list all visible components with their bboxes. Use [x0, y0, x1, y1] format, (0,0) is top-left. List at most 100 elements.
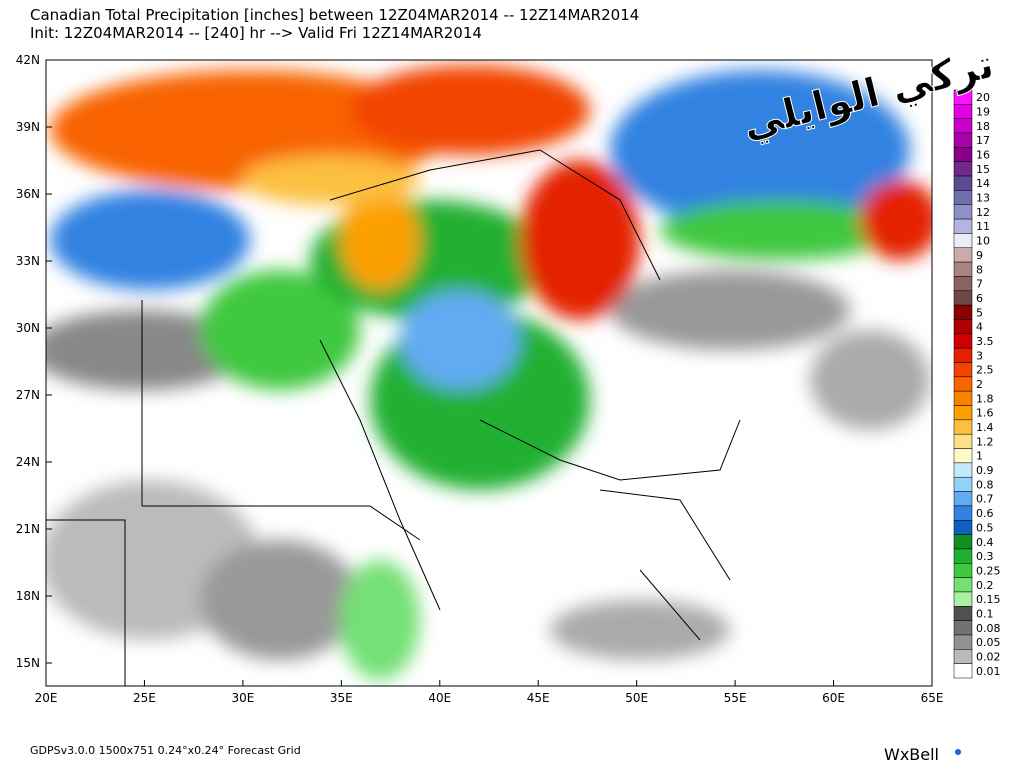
lat-label: 21N — [16, 522, 40, 536]
lat-label: 39N — [16, 120, 40, 134]
colorbar-label: 2 — [976, 378, 983, 391]
lon-label: 35E — [330, 691, 353, 705]
colorbar-label: 0.7 — [976, 493, 994, 506]
colorbar-swatch — [953, 204, 973, 220]
colorbar-swatch — [953, 290, 973, 306]
colorbar-swatch — [953, 534, 973, 550]
colorbar-swatch — [953, 132, 973, 148]
colorbar-swatch — [953, 606, 973, 621]
lat-label: 36N — [16, 187, 40, 201]
colorbar-label: 1 — [976, 450, 983, 463]
colorbar-label: 5 — [976, 306, 983, 319]
colorbar-swatch — [953, 577, 973, 593]
colorbar-label: 14 — [976, 177, 990, 190]
colorbar-label: 7 — [976, 278, 983, 291]
colorbar-swatch — [953, 519, 973, 535]
colorbar-swatch — [953, 663, 973, 679]
colorbar-swatch — [953, 548, 973, 564]
colorbar-label: 0.01 — [976, 665, 1001, 678]
lon-label: 25E — [133, 691, 156, 705]
colorbar-swatch — [953, 190, 973, 205]
brand-dot — [955, 749, 961, 755]
colorbar-label: 19 — [976, 106, 990, 119]
colorbar-swatch — [953, 362, 973, 378]
colorbar-label: 18 — [976, 120, 990, 133]
colorbar-label: 0.1 — [976, 607, 994, 620]
lon-label: 40E — [428, 691, 451, 705]
colorbar-swatch — [953, 634, 973, 650]
colorbar-label: 8 — [976, 263, 983, 276]
lat-label: 27N — [16, 388, 40, 402]
colorbar-label: 1.4 — [976, 421, 994, 434]
colorbar-label: 0.2 — [976, 579, 994, 592]
lon-label: 50E — [625, 691, 648, 705]
colorbar-swatch — [953, 147, 973, 162]
colorbar-swatch — [953, 505, 973, 521]
footer: GDPSv3.0.0 1500x751 0.24°x0.24° Forecast… — [30, 744, 301, 757]
lat-label: 15N — [16, 656, 40, 670]
colorbar-label: 20 — [976, 91, 990, 104]
colorbar-label: 10 — [976, 235, 990, 248]
colorbar-swatch — [953, 118, 973, 134]
lon-label: 55E — [724, 691, 747, 705]
colorbar-swatch — [953, 218, 973, 234]
colorbar-label: 9 — [976, 249, 983, 262]
colorbar-label: 3.5 — [976, 335, 994, 348]
title: Canadian Total Precipitation [inches] be… — [30, 6, 639, 24]
colorbar-label: 1.6 — [976, 407, 994, 420]
subtitle: Init: 12Z04MAR2014 -- [240] hr --> Valid… — [30, 24, 482, 42]
colorbar-swatch — [953, 233, 973, 249]
colorbar-label: 0.6 — [976, 507, 994, 520]
colorbar-label: 0.25 — [976, 564, 1001, 577]
colorbar-label: 0.3 — [976, 550, 994, 563]
colorbar-swatch — [953, 433, 973, 449]
colorbar-swatch — [953, 620, 973, 636]
colorbar-label: 12 — [976, 206, 990, 219]
lon-label: 30E — [231, 691, 254, 705]
lat-label: 33N — [16, 254, 40, 268]
lat-label: 24N — [16, 455, 40, 469]
colorbar-label: 2.5 — [976, 364, 994, 377]
colorbar-swatch — [953, 247, 973, 263]
colorbar-swatch — [953, 319, 973, 335]
colorbar-label: 0.08 — [976, 622, 1001, 635]
colorbar-label: 0.8 — [976, 478, 994, 491]
colorbar-swatch — [953, 261, 973, 277]
colorbar-label: 0.02 — [976, 650, 1001, 663]
map-frame — [45, 59, 933, 687]
colorbar-label: 15 — [976, 163, 990, 176]
colorbar-swatch — [953, 448, 973, 464]
colorbar-label: 0.9 — [976, 464, 994, 477]
colorbar-swatch — [953, 462, 973, 478]
colorbar-swatch — [953, 347, 973, 363]
colorbar-swatch — [953, 491, 973, 507]
lon-label: 60E — [822, 691, 845, 705]
colorbar-label: 13 — [976, 192, 990, 205]
colorbar-swatch — [953, 591, 973, 607]
lat-label: 30N — [16, 321, 40, 335]
colorbar-swatch — [953, 276, 973, 292]
colorbar-label: 17 — [976, 134, 990, 147]
colorbar-swatch — [953, 333, 973, 349]
colorbar-swatch — [953, 563, 973, 578]
colorbar-swatch — [953, 405, 973, 421]
colorbar-label: 1.2 — [976, 435, 994, 448]
precip-map — [46, 60, 932, 686]
colorbar-swatch — [953, 104, 973, 119]
colorbar-swatch — [953, 419, 973, 435]
colorbar-swatch — [953, 649, 973, 664]
colorbar-label: 16 — [976, 149, 990, 162]
lon-label: 20E — [35, 691, 58, 705]
colorbar-label: 3 — [976, 349, 983, 362]
lat-label: 42N — [16, 53, 40, 67]
axes: 42N 39N 36N 33N 30N 27N 24N 21N 18N 15N 20E 25E 30E 3… — [16, 53, 944, 705]
colorbar-label: 6 — [976, 292, 983, 305]
colorbar-label: 0.05 — [976, 636, 1001, 649]
colorbar-swatch — [953, 161, 973, 177]
lon-label: 45E — [527, 691, 550, 705]
colorbar-label: 0.15 — [976, 593, 1001, 606]
lon-label: 65E — [921, 691, 944, 705]
lat-label: 18N — [16, 589, 40, 603]
